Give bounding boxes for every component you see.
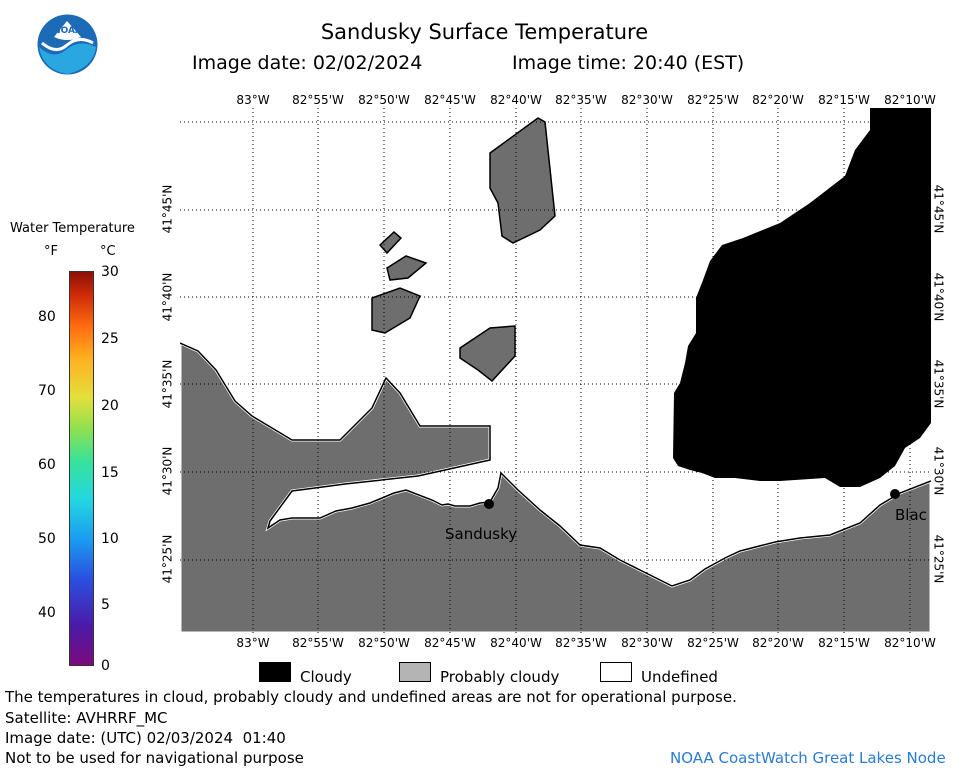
noaa-logo: NOAA bbox=[36, 13, 99, 76]
c-tick: 25 bbox=[101, 331, 119, 347]
c-tick: 0 bbox=[101, 658, 110, 674]
lon-label: 82°40'W bbox=[490, 636, 542, 650]
cloud-area bbox=[673, 108, 931, 487]
image-date: Image date: 02/02/2024 bbox=[192, 52, 423, 74]
c-tick: 20 bbox=[101, 398, 119, 414]
blac-marker bbox=[890, 489, 900, 499]
legend-undefined-swatch bbox=[600, 662, 632, 682]
temperature-color-bar bbox=[69, 271, 94, 666]
c-tick: 15 bbox=[101, 465, 119, 481]
satellite-text: Satellite: AVHRRF_MC bbox=[5, 709, 168, 727]
lon-label: 82°25'W bbox=[687, 93, 739, 107]
c-tick: 5 bbox=[101, 597, 110, 613]
lon-label: 82°25'W bbox=[687, 636, 739, 650]
map-canvas bbox=[180, 108, 931, 633]
legend-cloudy-swatch bbox=[259, 662, 291, 682]
sandusky-marker bbox=[484, 499, 494, 509]
lon-label: 82°35'W bbox=[555, 636, 607, 650]
legend-undefined-label: Undefined bbox=[641, 668, 718, 686]
f-tick: 50 bbox=[38, 531, 56, 547]
f-tick: 60 bbox=[38, 457, 56, 473]
lat-label: 41°25'N bbox=[931, 534, 946, 584]
lat-label: 41°30'N bbox=[931, 446, 946, 496]
blac-label: Blac bbox=[895, 506, 927, 524]
scale-title: Water Temperature bbox=[10, 221, 135, 236]
lon-label: 82°50'W bbox=[358, 93, 410, 107]
f-tick: 70 bbox=[38, 383, 56, 399]
lon-label: 82°10'W bbox=[884, 93, 936, 107]
lon-label: 82°55'W bbox=[292, 636, 344, 650]
image-time: Image time: 20:40 (EST) bbox=[512, 52, 745, 74]
island-north-bass bbox=[378, 230, 403, 255]
c-tick: 10 bbox=[101, 531, 119, 547]
lon-label: 83°W bbox=[236, 93, 270, 107]
legend-cloudy-label: Cloudy bbox=[300, 668, 352, 686]
lon-label: 82°45'W bbox=[424, 636, 476, 650]
c-tick: 30 bbox=[101, 264, 119, 280]
f-tick: 40 bbox=[38, 605, 56, 621]
f-tick: 80 bbox=[38, 309, 56, 325]
lon-label: 82°30'W bbox=[621, 93, 673, 107]
legend-probably-cloudy-swatch bbox=[399, 662, 431, 682]
map-title: Sandusky Surface Temperature bbox=[320, 20, 649, 44]
lat-label: 41°35'N bbox=[931, 359, 946, 409]
land-mainland-outline bbox=[180, 342, 931, 587]
lat-label: 41°45'N bbox=[160, 184, 175, 234]
legend-probably-cloudy-label: Probably cloudy bbox=[440, 668, 560, 686]
utc-date-text: Image date: (UTC) 02/03/2024 01:40 bbox=[5, 729, 286, 747]
credit-text: NOAA CoastWatch Great Lakes Node bbox=[670, 749, 946, 767]
lat-label: 41°35'N bbox=[160, 359, 175, 409]
island-kelleys bbox=[459, 325, 516, 383]
lon-label: 82°15'W bbox=[818, 93, 870, 107]
lat-label: 41°45'N bbox=[931, 184, 946, 234]
island-middle-bass bbox=[386, 255, 428, 281]
lon-label: 83°W bbox=[236, 636, 270, 650]
sandusky-label: Sandusky bbox=[445, 525, 518, 543]
lat-label: 41°25'N bbox=[160, 534, 175, 584]
lat-label: 41°40'N bbox=[931, 272, 946, 322]
noaa-logo-text: NOAA bbox=[53, 26, 82, 36]
lon-label: 82°50'W bbox=[358, 636, 410, 650]
lat-label: 41°40'N bbox=[160, 272, 175, 322]
island-south-bass bbox=[371, 287, 422, 334]
lon-label: 82°35'W bbox=[555, 93, 607, 107]
lon-label: 82°30'W bbox=[621, 636, 673, 650]
lon-label: 82°10'W bbox=[884, 636, 936, 650]
scale-unit-f: °F bbox=[44, 244, 58, 259]
lon-label: 82°40'W bbox=[490, 93, 542, 107]
lon-label: 82°55'W bbox=[292, 93, 344, 107]
lon-label: 82°20'W bbox=[752, 93, 804, 107]
lon-label: 82°15'W bbox=[818, 636, 870, 650]
disclaimer-text: The temperatures in cloud, probably clou… bbox=[5, 688, 737, 706]
island-pelee bbox=[489, 117, 556, 244]
scale-unit-c: °C bbox=[100, 244, 116, 259]
lon-label: 82°20'W bbox=[752, 636, 804, 650]
lon-label: 82°45'W bbox=[424, 93, 476, 107]
lat-label: 41°30'N bbox=[160, 446, 175, 496]
navigation-warning: Not to be used for navigational purpose bbox=[5, 749, 304, 767]
